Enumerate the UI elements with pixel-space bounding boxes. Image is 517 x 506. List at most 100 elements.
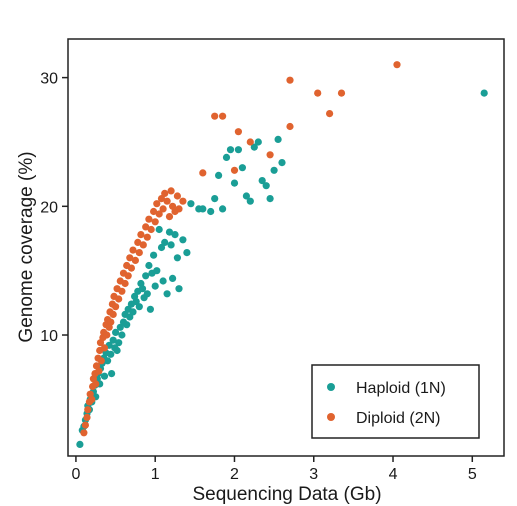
data-point <box>159 277 167 285</box>
data-point <box>138 285 147 293</box>
data-point <box>109 336 117 344</box>
data-point <box>146 305 154 313</box>
data-point <box>270 166 278 174</box>
data-point <box>142 223 150 231</box>
data-point <box>76 440 84 448</box>
data-point <box>234 146 242 154</box>
data-point <box>199 169 207 177</box>
data-point <box>108 370 116 378</box>
data-point <box>143 233 151 241</box>
y-tick-label: 30 <box>40 71 58 88</box>
data-point <box>124 272 132 280</box>
data-point <box>159 205 167 213</box>
data-point <box>104 357 112 365</box>
data-point <box>183 249 191 257</box>
data-point <box>230 166 239 174</box>
data-point <box>219 205 227 213</box>
data-point <box>109 310 117 318</box>
x-tick-label: 3 <box>309 466 318 483</box>
data-point <box>83 413 91 421</box>
data-point <box>107 318 115 326</box>
data-point <box>115 295 123 303</box>
data-point <box>175 285 183 293</box>
data-point <box>116 323 124 331</box>
data-point <box>238 164 246 172</box>
data-point <box>250 143 258 151</box>
x-tick-label: 1 <box>151 466 160 483</box>
data-point <box>222 153 231 161</box>
data-point <box>134 238 142 246</box>
x-tick-label: 0 <box>71 466 80 483</box>
data-point <box>118 331 126 339</box>
data-point <box>219 112 227 120</box>
data-point <box>92 380 100 388</box>
data-point <box>100 344 109 352</box>
data-point <box>179 197 187 205</box>
data-point <box>246 197 254 205</box>
data-point <box>135 303 143 311</box>
data-point <box>145 215 153 223</box>
data-point <box>173 254 181 262</box>
data-point <box>207 207 215 216</box>
data-point <box>165 213 174 221</box>
plot-area <box>67 38 505 457</box>
data-point <box>274 135 282 143</box>
data-point <box>480 89 488 97</box>
data-point <box>173 192 181 200</box>
data-point <box>150 251 158 259</box>
x-tick-label: 2 <box>230 466 239 483</box>
data-point <box>165 228 174 236</box>
data-point <box>145 261 153 270</box>
data-point <box>137 231 145 239</box>
series-diploid <box>80 61 401 437</box>
data-point <box>88 395 96 403</box>
data-point <box>135 249 143 257</box>
data-point <box>163 290 171 298</box>
data-point <box>175 205 183 213</box>
data-point <box>258 177 266 185</box>
data-point <box>326 110 334 118</box>
data-point <box>226 146 235 154</box>
data-points <box>76 61 488 448</box>
data-point <box>234 128 242 136</box>
data-point <box>142 272 150 280</box>
data-point <box>153 200 161 208</box>
data-point <box>147 225 155 234</box>
data-point <box>393 61 401 69</box>
y-tick-label: 10 <box>40 328 58 345</box>
data-point <box>199 205 207 213</box>
x-axis-title: Sequencing Data (Gb) <box>192 484 381 505</box>
data-point <box>115 339 123 347</box>
data-point <box>126 254 134 262</box>
data-point <box>153 267 161 275</box>
legend-label-diploid: Diploid (2N) <box>356 410 440 427</box>
data-point <box>163 197 171 205</box>
data-point <box>179 236 187 244</box>
legend: Haploid (1N) Diploid (2N) <box>311 364 480 439</box>
data-point <box>84 406 92 414</box>
data-point <box>129 308 137 316</box>
data-point <box>107 350 115 358</box>
data-point <box>254 138 262 146</box>
data-point <box>161 238 169 246</box>
legend-label-haploid: Haploid (1N) <box>356 380 446 397</box>
data-point <box>155 210 163 218</box>
y-axis-ticks: 10 20 30 <box>40 71 68 345</box>
data-point <box>215 171 223 179</box>
data-point <box>95 367 103 375</box>
data-point <box>262 182 270 190</box>
legend-marker-haploid <box>327 383 335 391</box>
data-point <box>113 346 121 355</box>
data-point <box>171 231 179 239</box>
legend-marker-diploid <box>327 413 335 421</box>
x-tick-label: 5 <box>468 466 477 483</box>
data-point <box>266 151 274 159</box>
data-point <box>143 290 151 298</box>
data-point <box>118 287 126 295</box>
data-point <box>103 331 111 339</box>
data-point <box>278 159 286 167</box>
data-point <box>169 274 177 282</box>
data-point <box>211 195 219 203</box>
data-point <box>139 241 147 249</box>
